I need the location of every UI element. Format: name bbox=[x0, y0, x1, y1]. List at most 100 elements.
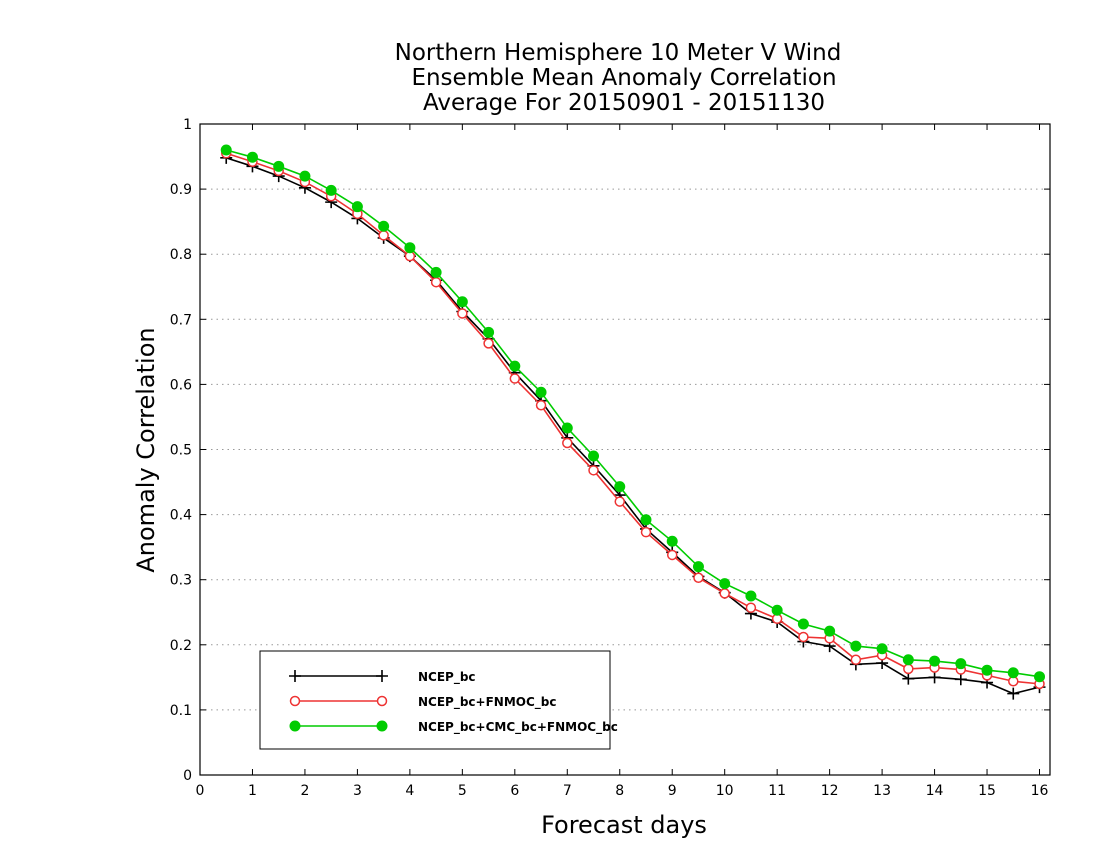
x-tick-label: 8 bbox=[615, 783, 624, 799]
data-point bbox=[797, 618, 809, 630]
x-tick-label: 9 bbox=[668, 783, 677, 799]
x-axis-title: Forecast days bbox=[541, 811, 707, 839]
legend-entry-0: NCEP_bc bbox=[289, 670, 476, 685]
x-tick-label: 0 bbox=[196, 783, 205, 799]
data-point bbox=[561, 422, 573, 434]
data-point bbox=[1007, 667, 1019, 679]
x-tick-label: 2 bbox=[300, 783, 309, 799]
y-axis-title: Anomaly Correlation bbox=[132, 327, 160, 572]
x-tick-label: 5 bbox=[458, 783, 467, 799]
legend-label: NCEP_bc+FNMOC_bc bbox=[418, 695, 557, 710]
data-point bbox=[955, 658, 967, 670]
legend-label: NCEP_bc bbox=[418, 670, 476, 685]
x-tick-label: 13 bbox=[873, 783, 891, 799]
y-tick-label: 1 bbox=[183, 117, 192, 133]
data-point bbox=[640, 514, 652, 526]
x-tick-label: 16 bbox=[1031, 783, 1049, 799]
data-point bbox=[535, 399, 547, 411]
data-point bbox=[798, 631, 809, 643]
gridlines bbox=[200, 188, 1050, 711]
chart-title: Northern Hemisphere 10 Meter V Wind Ense… bbox=[395, 40, 842, 116]
data-point bbox=[588, 465, 599, 476]
data-point bbox=[246, 151, 258, 163]
data-point bbox=[745, 602, 757, 613]
series-line bbox=[226, 149, 1040, 678]
data-point bbox=[430, 276, 442, 288]
data-point bbox=[456, 296, 468, 308]
x-tick-label: 11 bbox=[768, 783, 786, 799]
legend: NCEP_bc NCEP_bc+FNMOC_bc NCEP_bc+CMC_bc+FN… bbox=[259, 650, 618, 750]
y-tick-label: 0.8 bbox=[170, 247, 192, 263]
data-point bbox=[351, 201, 363, 213]
data-point bbox=[666, 549, 678, 561]
data-point bbox=[378, 230, 389, 241]
legend-box bbox=[259, 650, 611, 750]
title-line-1: Northern Hemisphere 10 Meter V Wind bbox=[395, 40, 842, 66]
x-tick-label: 15 bbox=[978, 783, 996, 799]
data-point bbox=[903, 663, 914, 675]
data-series bbox=[220, 144, 1046, 700]
data-point bbox=[509, 360, 521, 372]
data-point bbox=[562, 437, 573, 449]
data-point bbox=[535, 386, 547, 398]
y-tick-label: 0.1 bbox=[170, 703, 192, 719]
y-tick-label: 0.9 bbox=[170, 182, 192, 198]
x-tick-label: 6 bbox=[510, 783, 519, 799]
legend-label: NCEP_bc+CMC_bc+FNMOC_bc bbox=[418, 720, 618, 735]
data-point bbox=[719, 578, 731, 590]
data-point bbox=[902, 654, 914, 666]
data-point bbox=[954, 673, 967, 686]
data-point bbox=[483, 326, 495, 338]
legend-marker bbox=[376, 695, 388, 707]
data-point bbox=[1007, 687, 1020, 700]
data-point bbox=[928, 671, 941, 684]
legend-marker bbox=[376, 670, 388, 682]
legend-marker bbox=[289, 720, 301, 732]
legend-entry-1: NCEP_bc+FNMOC_bc bbox=[289, 695, 557, 710]
y-tick-label: 0.3 bbox=[170, 573, 192, 589]
title-line-3: Average For 20150901 - 20151130 bbox=[423, 90, 825, 116]
y-tick-label: 0.4 bbox=[170, 508, 192, 524]
data-point bbox=[588, 450, 600, 462]
legend-entry-2: NCEP_bc+CMC_bc+FNMOC_bc bbox=[289, 720, 618, 735]
data-point bbox=[693, 572, 704, 583]
y-tick-label: 0.5 bbox=[170, 443, 192, 459]
data-point bbox=[404, 242, 416, 254]
data-point bbox=[378, 220, 390, 232]
data-point bbox=[902, 672, 915, 685]
data-point bbox=[876, 643, 888, 655]
series-2 bbox=[220, 144, 1046, 683]
data-point bbox=[430, 266, 442, 278]
data-point bbox=[824, 625, 836, 637]
data-point bbox=[509, 373, 521, 384]
data-point bbox=[614, 496, 626, 507]
series-1 bbox=[220, 148, 1045, 690]
y-tick-label: 0 bbox=[183, 768, 192, 784]
x-tick-label: 14 bbox=[926, 783, 944, 799]
data-point bbox=[692, 561, 704, 573]
data-point bbox=[929, 655, 941, 667]
data-point bbox=[745, 590, 757, 602]
x-tick-label: 7 bbox=[563, 783, 572, 799]
data-point bbox=[1034, 671, 1046, 683]
data-point bbox=[771, 604, 783, 616]
title-line-2: Ensemble Mean Anomaly Correlation bbox=[411, 65, 836, 91]
data-point bbox=[614, 481, 626, 493]
data-point bbox=[666, 535, 678, 547]
legend-marker bbox=[289, 695, 301, 707]
data-point bbox=[640, 526, 652, 538]
y-tick-label: 0.6 bbox=[170, 377, 192, 393]
series-0 bbox=[220, 151, 1046, 700]
data-point bbox=[850, 654, 862, 666]
legend-marker bbox=[376, 720, 388, 732]
y-tick-label: 0.2 bbox=[170, 638, 192, 654]
data-point bbox=[981, 664, 993, 676]
y-tick-label: 0.7 bbox=[170, 312, 192, 328]
x-tick-label: 12 bbox=[821, 783, 839, 799]
data-point bbox=[325, 184, 337, 196]
x-tick-label: 4 bbox=[405, 783, 414, 799]
data-point bbox=[850, 640, 862, 652]
x-tick-label: 1 bbox=[248, 783, 257, 799]
data-point bbox=[483, 338, 494, 349]
